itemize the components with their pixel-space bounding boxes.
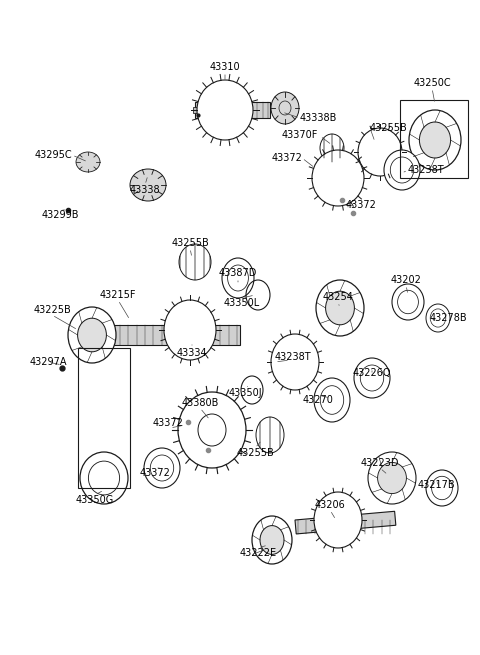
Ellipse shape — [354, 358, 390, 398]
Ellipse shape — [314, 492, 362, 548]
Text: 43225B: 43225B — [33, 305, 71, 315]
Text: 43350L: 43350L — [224, 298, 260, 308]
Ellipse shape — [314, 378, 350, 422]
Text: 43380B: 43380B — [181, 398, 219, 408]
Ellipse shape — [392, 284, 424, 320]
Ellipse shape — [390, 157, 414, 183]
Ellipse shape — [130, 169, 166, 201]
Bar — [195, 102, 270, 118]
Ellipse shape — [197, 80, 253, 140]
Ellipse shape — [378, 462, 407, 494]
Text: 43338: 43338 — [130, 185, 160, 195]
Text: 43387D: 43387D — [219, 268, 257, 278]
Text: 43370F: 43370F — [282, 130, 318, 140]
Ellipse shape — [320, 134, 344, 162]
Text: 43238T: 43238T — [275, 352, 312, 362]
Text: 43278B: 43278B — [430, 313, 468, 323]
Bar — [193, 107, 201, 113]
Ellipse shape — [320, 386, 344, 415]
Text: 43338B: 43338B — [300, 113, 337, 123]
Text: 43350J: 43350J — [228, 388, 262, 398]
Text: 43299B: 43299B — [41, 210, 79, 220]
Ellipse shape — [432, 476, 452, 500]
Ellipse shape — [68, 307, 116, 363]
Ellipse shape — [228, 265, 249, 291]
Ellipse shape — [179, 244, 211, 280]
Text: 43202: 43202 — [391, 275, 421, 285]
Bar — [295, 512, 396, 534]
Text: 43226Q: 43226Q — [353, 368, 391, 378]
Ellipse shape — [358, 128, 402, 176]
Ellipse shape — [88, 461, 120, 495]
Ellipse shape — [397, 290, 419, 314]
Bar — [400, 100, 468, 178]
Text: 43372: 43372 — [153, 418, 183, 428]
Ellipse shape — [222, 258, 254, 298]
Text: 43222E: 43222E — [240, 548, 276, 558]
Text: 43215F: 43215F — [100, 290, 136, 300]
Ellipse shape — [430, 309, 446, 327]
Ellipse shape — [360, 365, 384, 391]
Ellipse shape — [271, 334, 319, 390]
Ellipse shape — [252, 516, 292, 564]
Text: 43295C: 43295C — [35, 150, 72, 160]
Text: 43254: 43254 — [323, 292, 353, 302]
Ellipse shape — [312, 150, 364, 206]
Text: 43372: 43372 — [140, 468, 170, 478]
Text: 43334: 43334 — [177, 348, 207, 358]
Text: 43223D: 43223D — [361, 458, 399, 468]
Ellipse shape — [150, 455, 174, 481]
Ellipse shape — [164, 300, 216, 360]
Text: 43217B: 43217B — [417, 480, 455, 490]
Text: 43206: 43206 — [314, 500, 346, 510]
Text: 43310: 43310 — [210, 62, 240, 72]
Ellipse shape — [256, 417, 284, 453]
Text: 43372: 43372 — [271, 153, 302, 163]
Ellipse shape — [76, 152, 100, 172]
Ellipse shape — [420, 122, 451, 158]
Ellipse shape — [426, 470, 458, 506]
Ellipse shape — [80, 452, 128, 504]
Text: 43255B: 43255B — [370, 123, 408, 133]
Ellipse shape — [144, 448, 180, 488]
Ellipse shape — [78, 318, 107, 352]
Text: 43250C: 43250C — [413, 78, 451, 88]
Text: 43297A: 43297A — [29, 357, 67, 367]
Text: 43255B: 43255B — [171, 238, 209, 248]
Ellipse shape — [409, 110, 461, 170]
Ellipse shape — [271, 92, 299, 124]
Ellipse shape — [178, 392, 246, 468]
Ellipse shape — [260, 525, 284, 554]
Ellipse shape — [325, 291, 354, 325]
Ellipse shape — [316, 280, 364, 336]
Ellipse shape — [198, 414, 226, 446]
Ellipse shape — [384, 150, 420, 190]
Text: 43372: 43372 — [346, 200, 377, 210]
Text: 43270: 43270 — [302, 395, 334, 405]
Ellipse shape — [368, 452, 416, 504]
Bar — [75, 325, 240, 345]
Text: 43238T: 43238T — [408, 165, 444, 175]
Ellipse shape — [426, 304, 450, 332]
Text: 43350G: 43350G — [76, 495, 114, 505]
Text: 43255B: 43255B — [236, 448, 274, 458]
